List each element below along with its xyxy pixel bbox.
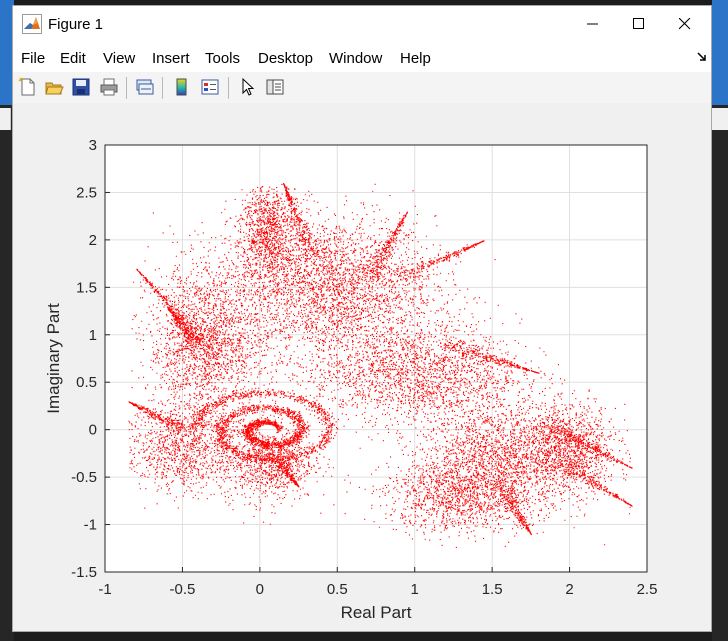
x-tick-label: 2.5 [637,581,658,598]
maximize-icon [633,18,644,29]
property-inspector-icon [266,79,284,95]
title-bar[interactable]: Figure 1 [13,6,711,42]
x-tick-label: 2 [565,581,573,598]
insert-colorbar-button[interactable] [170,76,194,98]
link-plot-button[interactable] [133,76,157,98]
x-tick-label: -1 [98,581,111,598]
x-tick-label: 0 [256,581,264,598]
x-tick-label: 1 [411,581,419,598]
new-figure-icon [18,77,35,96]
menu-window[interactable]: Window [329,50,383,67]
y-tick-label: 2 [89,232,97,249]
menu-bar: File Edit View Insert Tools Desktop Wind… [13,42,711,72]
axes-background [105,145,647,572]
y-tick-label: 0.5 [76,374,97,391]
y-tick-label: 1 [89,327,97,344]
desktop-window-behind-right [712,0,728,105]
y-tick-label: -1 [84,517,97,534]
scatter-plot[interactable]: -1 -0.5 0 0.5 1 1.5 2 2.5-1.5-1-0.500.511.522.5… [13,103,711,631]
window-title: Figure 1 [48,16,104,33]
menu-tools[interactable]: Tools [205,50,241,67]
x-axis-label: Real Part [341,603,412,622]
grid-lines [104,144,648,573]
minimize-button[interactable] [570,6,616,42]
toolbar-separator [228,77,229,99]
x-tick-label: 0.5 [327,581,348,598]
link-plot-icon [136,79,154,95]
maximize-button[interactable] [616,6,662,42]
close-button[interactable] [662,6,708,42]
figure-toolbar [13,72,711,104]
y-tick-label: 0 [89,422,97,439]
y-axis-label: Imaginary Part [44,303,63,414]
menu-help[interactable]: Help [400,50,431,67]
menu-edit[interactable]: Edit [60,50,86,67]
desktop-background-right [712,0,728,641]
edit-plot-icon [242,77,255,96]
insert-legend-icon [201,79,219,95]
insert-legend-button[interactable] [198,76,222,98]
background-window-toolbar [712,108,728,130]
property-inspector-button[interactable] [263,76,287,98]
menu-desktop[interactable]: Desktop [258,50,314,67]
edit-plot-button[interactable] [236,76,260,98]
save-icon [72,78,90,96]
minimize-icon [587,23,598,25]
figure-canvas: -1 -0.5 0 0.5 1 1.5 2 2.5 -1.5 -1 -0.5 0 0.5 1 1.5 2 2.5… [13,103,711,631]
new-figure-button[interactable] [16,76,40,98]
y-tick-label: 1.5 [76,279,97,296]
menu-file[interactable]: File [21,50,46,67]
print-icon [100,78,118,96]
desktop-background-left [0,0,14,641]
x-tick-label: 1.5 [482,581,503,598]
save-button[interactable] [69,76,93,98]
y-tick-label: -0.5 [71,469,97,486]
close-icon [679,18,691,30]
y-tick-label: -1.5 [71,564,97,581]
x-tick-label: -0.5 [169,581,195,598]
background-window-tab [0,108,11,130]
menu-insert[interactable]: Insert [152,50,190,67]
print-button[interactable] [97,76,121,98]
open-file-button[interactable] [42,76,66,98]
figure-window: Figure 1 File Edit View Insert Tools Des… [12,5,712,632]
dock-arrow-icon[interactable] [697,52,707,62]
insert-colorbar-icon [176,78,187,96]
toolbar-separator [126,77,127,99]
y-tick-label: 3 [89,137,97,154]
open-file-icon [45,82,64,95]
desktop-window-behind-left [0,0,14,105]
y-tick-label: 2.5 [76,184,97,201]
axis-ticks: -1 -0.5 0 0.5 1 1.5 2 2.5-1.5-1-0.500.511.522.5… [71,137,657,598]
menu-view[interactable]: View [103,50,136,67]
toolbar-separator [162,77,163,99]
matlab-logo-icon [22,14,42,34]
axes-box [104,144,648,573]
